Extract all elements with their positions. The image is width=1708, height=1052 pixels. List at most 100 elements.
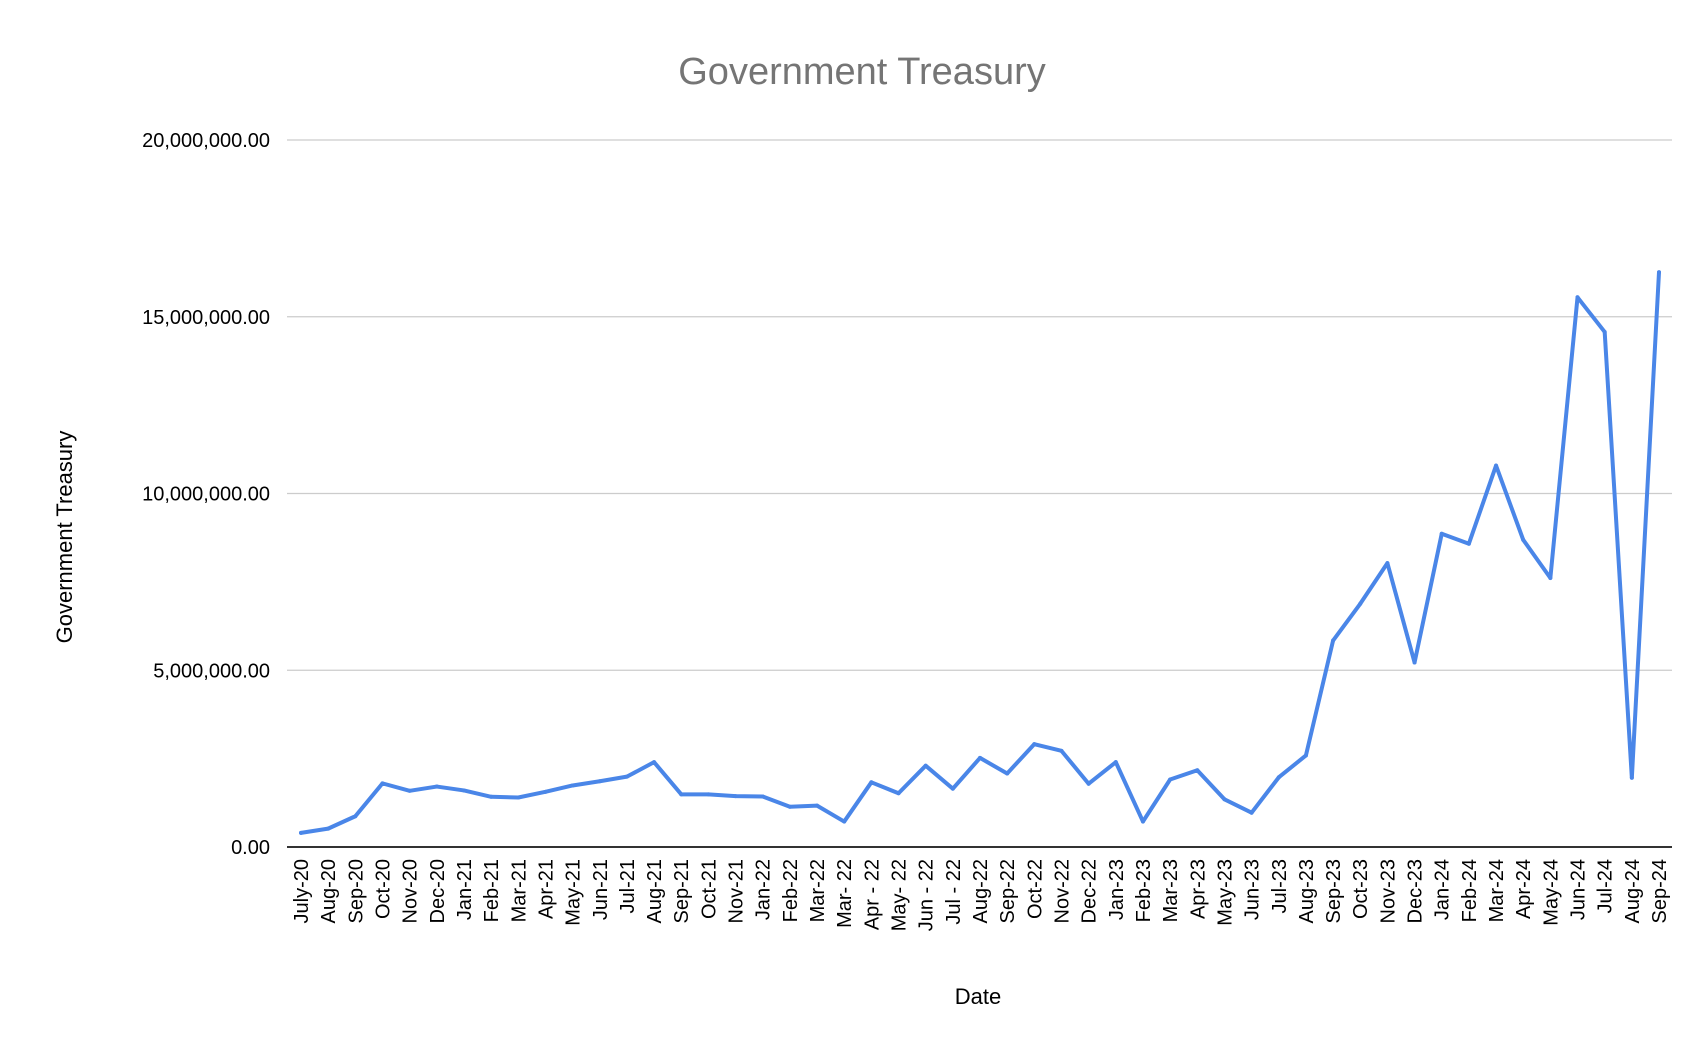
- x-tick-label: Feb-21: [481, 859, 503, 922]
- data-point: [1005, 771, 1010, 776]
- data-point: [326, 826, 331, 831]
- x-tick-label: Jul - 22: [943, 859, 965, 925]
- data-point: [1494, 463, 1499, 468]
- x-tick-label: Feb-24: [1459, 859, 1481, 922]
- data-point: [1331, 638, 1336, 643]
- x-tick-label: Jun-21: [590, 859, 612, 920]
- x-tick-label: Sep-24: [1649, 859, 1671, 924]
- y-tick-label: 0.00: [231, 837, 270, 859]
- data-point: [1575, 295, 1580, 300]
- x-tick-label: Oct-23: [1350, 859, 1372, 919]
- x-tick-label: Jun-23: [1242, 859, 1264, 920]
- data-point: [1140, 819, 1145, 824]
- data-point: [1195, 768, 1200, 773]
- data-point: [706, 792, 711, 797]
- x-tick-label: Aug-21: [644, 859, 666, 924]
- data-point: [1086, 781, 1091, 786]
- x-tick-label: May-23: [1214, 859, 1236, 926]
- data-point: [1303, 753, 1308, 758]
- data-point: [299, 830, 303, 835]
- x-tick-label: Feb-23: [1133, 859, 1155, 922]
- x-tick-label: Apr-21: [535, 859, 557, 919]
- x-tick-label: Jun - 22: [916, 859, 938, 931]
- x-tick-label: Dec-22: [1079, 859, 1101, 923]
- y-tick-label: 5,000,000.00: [153, 660, 270, 682]
- data-point: [1249, 810, 1254, 815]
- x-tick-label: May-24: [1540, 859, 1562, 926]
- data-point: [434, 784, 439, 789]
- x-tick-label: Mar- 22: [834, 859, 856, 928]
- x-tick-label: Nov-22: [1051, 859, 1073, 923]
- data-point: [1439, 531, 1444, 536]
- x-tick-label: Jan-21: [454, 859, 476, 920]
- series-line: [299, 270, 1661, 835]
- x-tick-label: Mar-22: [807, 859, 829, 922]
- data-point: [516, 795, 521, 800]
- x-tick-label: Sep-20: [345, 859, 367, 924]
- y-axis-title: Government Treasury: [52, 431, 77, 644]
- data-point: [1548, 575, 1553, 580]
- data-point: [1412, 660, 1417, 665]
- x-tick-label: Mar-23: [1160, 859, 1182, 922]
- data-point: [570, 783, 575, 788]
- data-point: [896, 791, 901, 796]
- data-point: [543, 789, 548, 794]
- x-tick-label: May- 22: [889, 859, 911, 931]
- data-point: [978, 755, 982, 760]
- x-tick-label: Nov-20: [400, 859, 422, 923]
- data-point: [461, 788, 466, 793]
- data-point: [1059, 748, 1064, 753]
- data-point: [1629, 775, 1634, 780]
- y-tick-label: 15,000,000.00: [142, 307, 270, 329]
- x-tick-label: Sep-21: [671, 859, 693, 924]
- data-point: [923, 763, 928, 768]
- data-point: [1657, 270, 1661, 275]
- data-point: [1602, 329, 1607, 334]
- data-point: [353, 814, 358, 819]
- x-tick-label: Oct-21: [698, 859, 720, 919]
- x-tick-label: Jan-22: [753, 859, 775, 920]
- x-tick-label: Aug-22: [970, 859, 992, 924]
- x-tick-label: Mar-21: [508, 859, 530, 922]
- data-point: [1466, 541, 1471, 546]
- x-tick-label: July-20: [291, 859, 313, 923]
- x-tick-label: Nov-21: [726, 859, 748, 923]
- data-point: [624, 774, 629, 779]
- data-point: [1222, 797, 1227, 802]
- x-tick-label: Dec-20: [427, 859, 449, 923]
- x-tick-label: Dec-23: [1405, 859, 1427, 923]
- x-axis-ticks: July-20 Aug-20 Sep-20 Oct-20 Nov-20 Dec-20 Jan…: [291, 859, 1671, 931]
- x-tick-label: Mar-24: [1486, 859, 1508, 922]
- x-tick-label: Apr-23: [1187, 859, 1209, 919]
- data-point: [652, 760, 657, 765]
- x-tick-label: Apr - 22: [861, 859, 883, 930]
- x-tick-label: Oct-20: [372, 859, 394, 919]
- x-tick-label: Aug-24: [1622, 859, 1644, 924]
- data-point: [1521, 537, 1526, 542]
- x-tick-label: Jan-24: [1432, 859, 1454, 920]
- data-point: [733, 794, 738, 799]
- data-point: [1358, 601, 1363, 606]
- data-point: [1168, 777, 1173, 782]
- data-point: [760, 794, 765, 799]
- x-axis-title: Date: [955, 984, 1001, 1009]
- data-point: [597, 779, 602, 784]
- data-point: [407, 788, 412, 793]
- data-point: [1276, 775, 1281, 780]
- x-tick-label: Apr-24: [1513, 859, 1535, 919]
- y-tick-label: 20,000,000.00: [142, 130, 270, 152]
- y-axis-ticks: 0.00 5,000,000.00 10,000,000.00 15,000,000.…: [142, 130, 270, 859]
- data-point: [1032, 742, 1037, 747]
- x-tick-label: May-21: [563, 859, 585, 926]
- x-tick-label: Sep-22: [997, 859, 1019, 924]
- grid-layer: [287, 139, 1672, 671]
- data-point: [1385, 561, 1390, 566]
- data-point: [842, 819, 847, 824]
- x-tick-label: Feb-22: [780, 859, 802, 922]
- data-point: [489, 794, 494, 799]
- x-tick-label: Jul-24: [1595, 859, 1617, 913]
- chart-title: Government Treasury: [678, 51, 1045, 93]
- x-tick-label: Jul-21: [617, 859, 639, 913]
- x-tick-label: Oct-22: [1024, 859, 1046, 919]
- data-point: [380, 781, 385, 786]
